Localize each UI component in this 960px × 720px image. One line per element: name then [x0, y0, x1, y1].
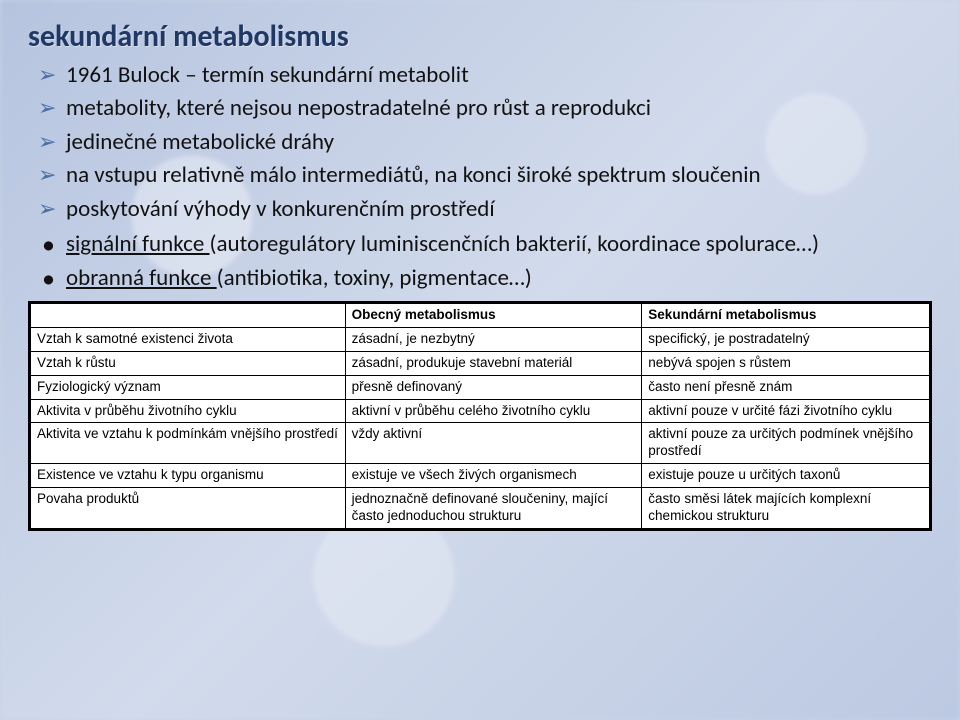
table-row: Vztah k samotné existenci života zásadní…	[31, 327, 930, 351]
list-item: obranná funkce (antibiotika, toxiny, pig…	[38, 264, 932, 293]
lead-underline: signální funkce	[66, 230, 210, 258]
list-item: 1961 Bulock – termín sekundární metaboli…	[38, 61, 932, 90]
comparison-table-wrap: Obecný metabolismus Sekundární metabolis…	[28, 301, 932, 531]
table-cell: Povaha produktů	[31, 488, 346, 529]
table-cell: existuje ve všech živých organismech	[345, 464, 642, 488]
table-header-row: Obecný metabolismus Sekundární metabolis…	[31, 304, 930, 328]
table-cell: Vztah k růstu	[31, 351, 346, 375]
lead-underline: obranná funkce	[66, 264, 217, 292]
arrow-bullet-list: 1961 Bulock – termín sekundární metaboli…	[38, 61, 932, 224]
table-header-cell: Sekundární metabolismus	[642, 304, 930, 328]
list-item: signální funkce (autoregulátory luminisc…	[38, 230, 932, 259]
table-cell: aktivní v průběhu celého životního cyklu	[345, 399, 642, 423]
slide-title: sekundární metabolismus	[28, 18, 932, 55]
slide-content: sekundární metabolismus 1961 Bulock – te…	[0, 0, 960, 720]
table-row: Aktivita ve vztahu k podmínkám vnějšího …	[31, 423, 930, 464]
table-cell: vždy aktivní	[345, 423, 642, 464]
table-cell: Vztah k samotné existenci života	[31, 327, 346, 351]
table-row: Povaha produktů jednoznačně definované s…	[31, 488, 930, 529]
table-row: Aktivita v průběhu životního cyklu aktiv…	[31, 399, 930, 423]
table-cell: existuje pouze u určitých taxonů	[642, 464, 930, 488]
table-cell: Aktivita ve vztahu k podmínkám vnějšího …	[31, 423, 346, 464]
comparison-table: Obecný metabolismus Sekundární metabolis…	[30, 303, 930, 529]
table-cell: aktivní pouze za určitých podmínek vnějš…	[642, 423, 930, 464]
table-cell: nebývá spojen s růstem	[642, 351, 930, 375]
list-item-rest: (antibiotika, toxiny, pigmentace…)	[217, 264, 532, 292]
table-cell: často není přesně znám	[642, 375, 930, 399]
list-item: na vstupu relativně málo intermediátů, n…	[38, 161, 932, 190]
table-body: Vztah k samotné existenci života zásadní…	[31, 327, 930, 528]
table-cell: Fyziologický význam	[31, 375, 346, 399]
table-cell: přesně definovaný	[345, 375, 642, 399]
table-cell: Aktivita v průběhu životního cyklu	[31, 399, 346, 423]
list-item: metabolity, které nejsou nepostradatelné…	[38, 94, 932, 123]
table-cell: aktivní pouze v určité fázi životního cy…	[642, 399, 930, 423]
table-cell: zásadní, produkuje stavební materiál	[345, 351, 642, 375]
table-cell: jednoznačně definované sloučeniny, majíc…	[345, 488, 642, 529]
table-row: Vztah k růstu zásadní, produkuje stavebn…	[31, 351, 930, 375]
table-cell: často směsi látek majících komplexní che…	[642, 488, 930, 529]
table-row: Existence ve vztahu k typu organismu exi…	[31, 464, 930, 488]
list-item: jedinečné metabolické dráhy	[38, 128, 932, 157]
table-header-cell: Obecný metabolismus	[345, 304, 642, 328]
list-item-rest: (autoregulátory luminiscenčních bakterií…	[210, 230, 819, 258]
table-cell: zásadní, je nezbytný	[345, 327, 642, 351]
table-cell: specifický, je postradatelný	[642, 327, 930, 351]
table-cell: Existence ve vztahu k typu organismu	[31, 464, 346, 488]
list-item: poskytování výhody v konkurenčním prostř…	[38, 195, 932, 224]
table-row: Fyziologický význam přesně definovaný ča…	[31, 375, 930, 399]
dot-bullet-list: signální funkce (autoregulátory luminisc…	[38, 230, 932, 293]
table-header-cell	[31, 304, 346, 328]
